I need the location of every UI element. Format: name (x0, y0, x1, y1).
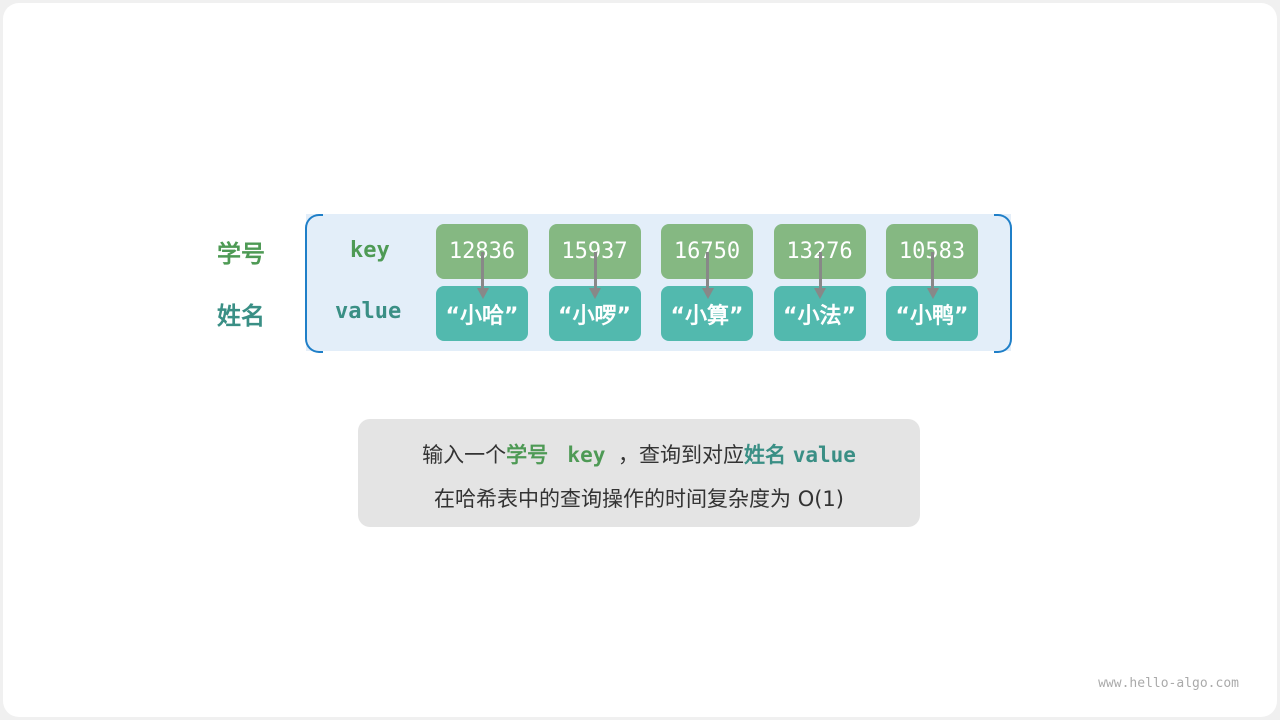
canvas (3, 3, 1277, 717)
mapping-arrow (481, 252, 484, 290)
left-bracket (305, 214, 323, 353)
value-box: “小啰” (548, 286, 641, 341)
key-row-label: key (350, 238, 390, 263)
caption-line-1: 输入一个学号 key ，查询到对应姓名 value (358, 439, 920, 469)
caption-text: 输入一个 (422, 443, 507, 467)
caption-name: 姓名 (744, 443, 787, 467)
caption-text: ，查询到对应 (618, 443, 745, 467)
arrowhead-icon (701, 288, 714, 299)
arrowhead-icon (926, 288, 939, 299)
mapping-arrow (818, 252, 822, 290)
mapping-arrow (931, 252, 934, 290)
footer-watermark: www.hello-algo.com (1098, 676, 1239, 691)
caption-box: 输入一个学号 key ，查询到对应姓名 value 在哈希表中的查询操作的时间复… (358, 419, 920, 527)
caption-key: key (567, 443, 606, 467)
caption-line-2: 在哈希表中的查询操作的时间复杂度为 O(1) (434, 487, 844, 511)
caption-student-id: 学号 (506, 443, 549, 467)
right-bracket (994, 214, 1012, 353)
name-label: 姓名 (217, 302, 265, 330)
value-box: “小算” (661, 286, 753, 341)
key-box: 12836 (436, 224, 528, 279)
arrowhead-icon (814, 288, 826, 299)
key-box: 10583 (886, 224, 978, 279)
arrowhead-icon (589, 288, 601, 299)
mapping-arrow (593, 252, 597, 290)
student-id-label: 学号 (217, 240, 265, 268)
mapping-arrow (706, 252, 709, 290)
value-box: “小法” (773, 286, 866, 341)
value-row-label: value (335, 299, 402, 324)
arrowhead-icon (476, 288, 489, 299)
caption-value: value (792, 443, 856, 467)
